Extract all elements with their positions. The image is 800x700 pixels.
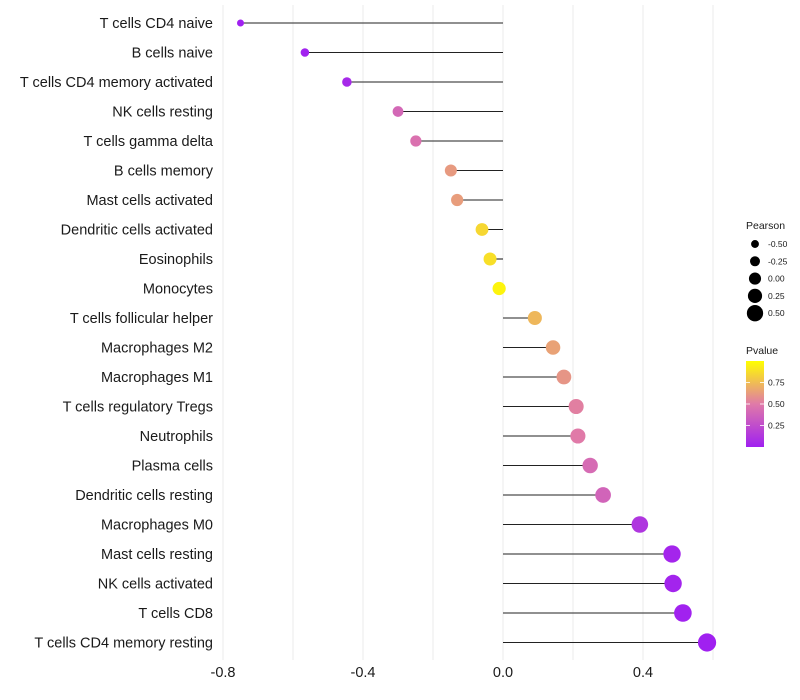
legend-size-key	[748, 272, 762, 285]
legend-size-label: -0.25	[768, 256, 788, 266]
y-tick-label: T cells CD8	[138, 606, 213, 622]
legend-size-label: 0.25	[768, 291, 785, 301]
y-tick-label: Macrophages M2	[101, 341, 213, 357]
y-tick-label: Dendritic cells resting	[75, 488, 213, 504]
legend-size-key	[750, 256, 760, 267]
y-tick-label: T cells gamma delta	[84, 134, 214, 150]
legend-size-key	[747, 288, 763, 303]
data-point	[300, 48, 310, 57]
y-tick-label: B cells memory	[114, 164, 214, 180]
y-tick-label: NK cells activated	[98, 577, 213, 593]
data-point	[674, 604, 692, 622]
x-axis-ticks: -0.8 -0.4 0.0 0.4	[211, 665, 654, 681]
y-tick-label: B cells naive	[132, 46, 213, 62]
y-tick-label: T cells follicular helper	[70, 311, 213, 327]
y-tick-label: NK cells resting	[112, 105, 213, 121]
data-point	[483, 252, 497, 266]
data-point	[582, 457, 598, 474]
points	[237, 19, 717, 652]
y-tick-label: Neutrophils	[140, 429, 213, 445]
legend-pvalue: Pvalue 0.25 0.50 0.75	[746, 345, 785, 447]
data-point	[410, 135, 422, 147]
legend-pvalue-title: Pvalue	[746, 345, 778, 357]
data-point	[451, 193, 464, 207]
y-tick-label: T cells CD4 memory activated	[20, 75, 213, 91]
colorbar-label: 0.50	[768, 399, 785, 409]
data-point	[475, 223, 489, 236]
data-point	[570, 428, 586, 444]
legend-size-key	[751, 240, 759, 248]
pvalue-colorbar	[746, 361, 764, 447]
data-point	[595, 487, 611, 503]
data-point	[527, 310, 542, 326]
data-point	[444, 164, 457, 177]
y-tick-label: Monocytes	[143, 282, 213, 298]
x-tick-label: 0.0	[493, 665, 513, 681]
data-point	[664, 574, 682, 593]
data-point	[392, 106, 404, 117]
y-tick-label: Dendritic cells activated	[61, 223, 213, 239]
grid-lines	[222, 5, 714, 660]
colorbar-label: 0.25	[768, 421, 785, 431]
x-tick-label: -0.4	[351, 665, 376, 681]
y-tick-label: Eosinophils	[139, 252, 213, 268]
legend-pearson: Pearson -0.50 -0.25 0.00 0.25 0.50	[746, 220, 788, 322]
colorbar-label: 0.75	[768, 378, 785, 388]
y-tick-label: T cells CD4 naive	[100, 16, 213, 32]
y-tick-label: Macrophages M0	[101, 518, 213, 534]
legend-size-label: 0.50	[768, 308, 785, 318]
y-tick-label: T cells regulatory Tregs	[63, 400, 213, 416]
data-point	[492, 281, 506, 296]
y-tick-label: Mast cells activated	[86, 193, 213, 209]
x-tick-label: 0.4	[633, 665, 653, 681]
data-point	[556, 369, 572, 385]
y-tick-label: T cells CD4 memory resting	[34, 636, 213, 652]
data-point	[545, 340, 561, 355]
y-tick-label: Macrophages M1	[101, 370, 213, 386]
data-point	[697, 633, 717, 652]
legend-size-label: 0.00	[768, 274, 785, 284]
y-axis-labels: T cells CD4 naive B cells naive T cells CD…	[20, 16, 214, 652]
stems	[240, 22, 708, 644]
data-point	[568, 398, 584, 415]
legend-pearson-title: Pearson	[746, 220, 785, 232]
data-point	[237, 19, 244, 27]
y-tick-label: Mast cells resting	[101, 547, 213, 563]
y-tick-label: Plasma cells	[132, 459, 213, 475]
legend-size-key	[746, 305, 764, 322]
data-point	[663, 545, 681, 563]
x-tick-label: -0.8	[211, 665, 236, 681]
data-point	[631, 516, 649, 533]
legend-size-label: -0.50	[768, 239, 788, 249]
data-point	[342, 77, 352, 87]
